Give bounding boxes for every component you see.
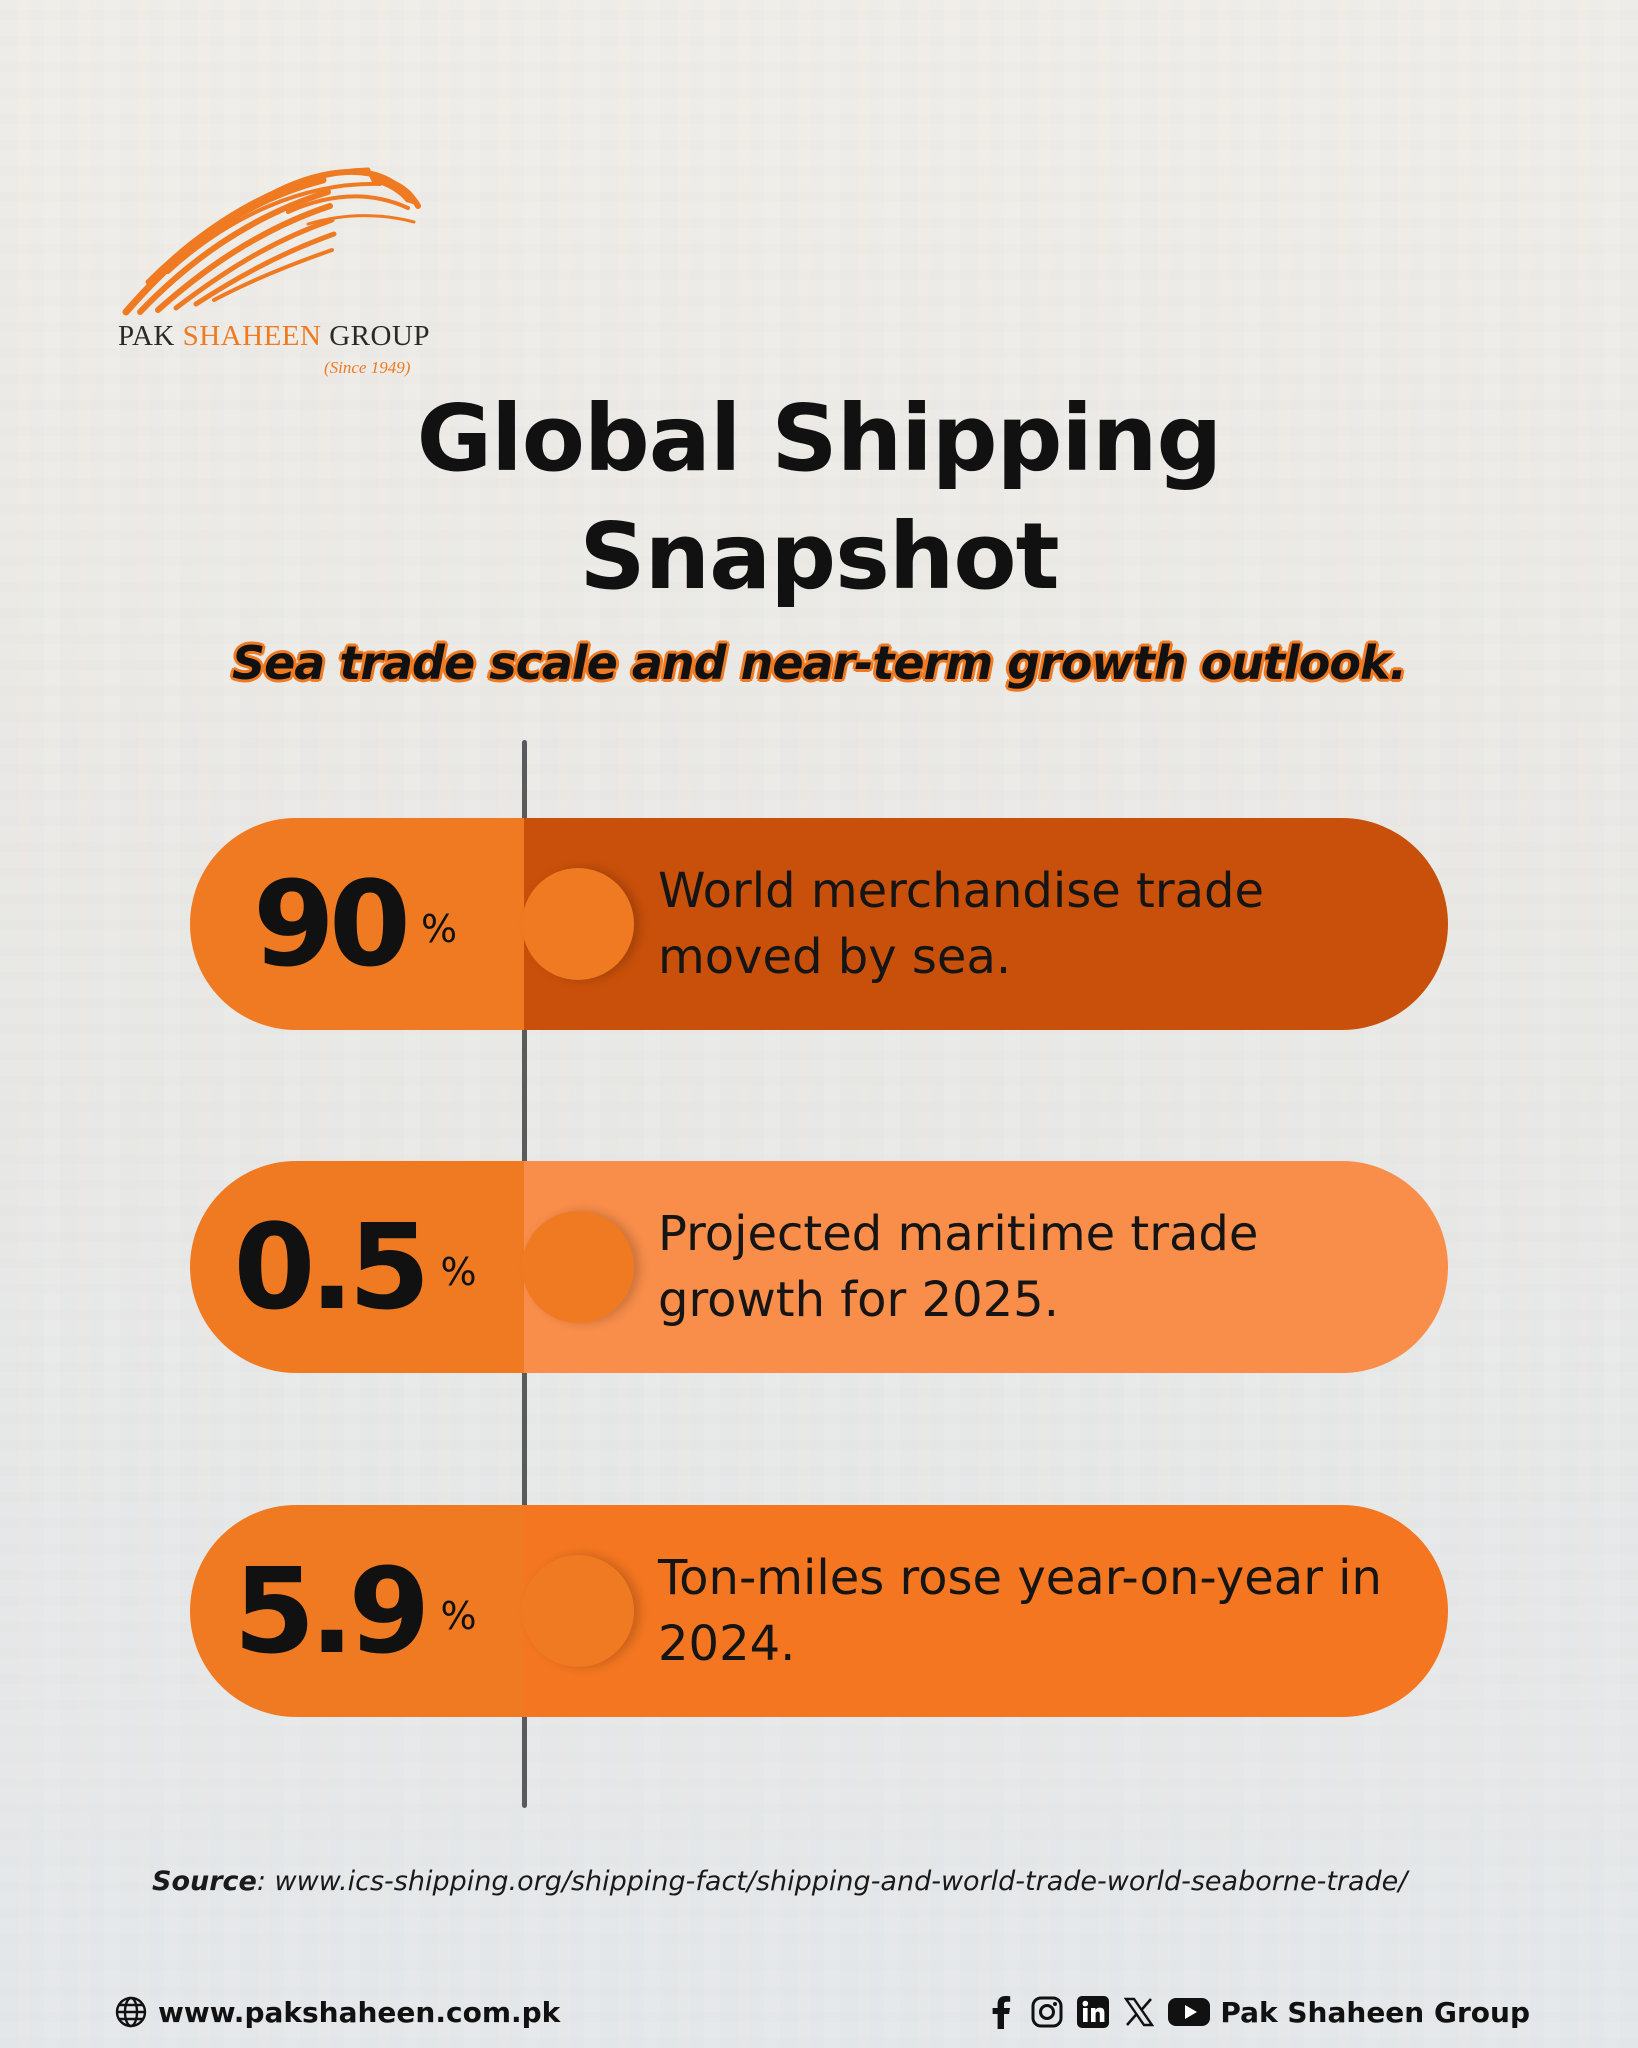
page-title: Global Shipping Snapshot bbox=[0, 380, 1638, 616]
stat-unit: % bbox=[440, 1250, 477, 1294]
connector-notch bbox=[522, 868, 634, 980]
shaheen-wing-emblem bbox=[122, 167, 421, 316]
footer-social: Pak Shaheen Group bbox=[982, 1990, 1530, 2034]
stat-unit: % bbox=[421, 907, 458, 951]
website-link[interactable]: www.pakshaheen.com.pk bbox=[158, 1995, 561, 2029]
x-icon[interactable] bbox=[1120, 1993, 1158, 2031]
stat-card: 90% World merchandise trade moved by sea… bbox=[190, 818, 1448, 1030]
stat-value-group: 5.9% bbox=[190, 1505, 520, 1717]
title-line-2: Snapshot bbox=[579, 503, 1059, 610]
stat-card-band bbox=[524, 818, 1448, 1030]
title-line-1: Global Shipping bbox=[416, 385, 1223, 492]
brand-since: (Since 1949) bbox=[324, 358, 411, 377]
source-url[interactable]: : www.ics-shipping.org/shipping-fact/shi… bbox=[256, 1866, 1408, 1897]
stat-description: Projected maritime trade growth for 2025… bbox=[658, 1206, 1259, 1328]
youtube-icon[interactable] bbox=[1166, 1993, 1212, 2031]
linkedin-icon[interactable] bbox=[1074, 1993, 1112, 2031]
page-subtitle: Sea trade scale and near-term growth out… bbox=[231, 636, 1407, 690]
stat-unit: % bbox=[440, 1594, 477, 1638]
stat-description: Ton-miles rose year-on-year in 2024. bbox=[658, 1550, 1382, 1672]
source-label: Source bbox=[152, 1866, 257, 1897]
brand-name: PAK SHAHEEN GROUP bbox=[118, 320, 431, 352]
stat-card-band bbox=[524, 1505, 1448, 1717]
stat-card-band bbox=[524, 1161, 1448, 1373]
facebook-icon[interactable] bbox=[982, 1993, 1020, 2031]
stat-card: 5.9% Ton-miles rose year-on-year in 2024… bbox=[190, 1505, 1448, 1717]
connector-notch bbox=[522, 1555, 634, 1667]
source-citation: Source: www.ics-shipping.org/shipping-fa… bbox=[152, 1866, 1552, 1897]
social-handle: Pak Shaheen Group bbox=[1220, 1995, 1530, 2029]
footer-website[interactable]: www.pakshaheen.com.pk bbox=[112, 1990, 560, 2034]
stat-value: 90 bbox=[252, 855, 411, 993]
stat-card: 0.5% Projected maritime trade growth for… bbox=[190, 1161, 1448, 1373]
stat-description: World merchandise trade moved by sea. bbox=[658, 863, 1264, 985]
stat-value-group: 90% bbox=[190, 818, 520, 1030]
stat-value: 5.9 bbox=[233, 1542, 430, 1680]
stat-value: 0.5 bbox=[233, 1198, 430, 1336]
instagram-icon[interactable] bbox=[1028, 1993, 1066, 2031]
stat-value-group: 0.5% bbox=[190, 1161, 520, 1373]
brand-logo: PAK SHAHEEN GROUP (Since 1949) bbox=[118, 162, 438, 387]
globe-icon bbox=[112, 1993, 150, 2031]
connector-notch bbox=[522, 1211, 634, 1323]
